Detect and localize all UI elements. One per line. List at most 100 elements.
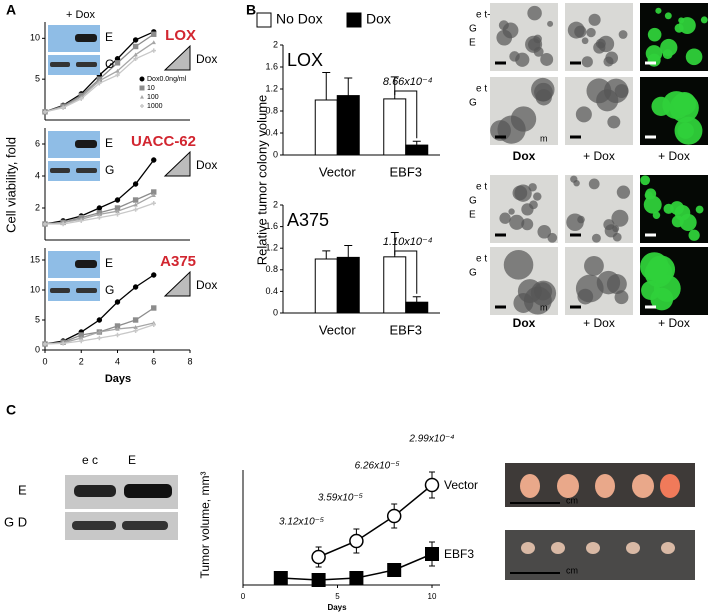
panel-label: C [6,402,16,418]
blot-label: E [128,453,136,467]
colony [672,92,697,116]
colony [499,212,511,224]
error-bar [412,296,421,303]
error-bar [412,140,421,146]
tumor [660,474,680,498]
colony [521,218,534,231]
chart-title: A375 [287,210,329,230]
data-point [79,96,84,101]
dose-triangle [163,44,191,71]
colony [547,20,554,27]
bar [314,258,338,314]
colony [540,53,554,66]
x-tick-label: 0 [42,356,47,366]
data-point [60,221,66,227]
y-axis-label: Cell viability, fold [3,137,18,233]
bar [405,301,429,314]
bar [336,256,360,314]
dose-label: Dox [196,52,217,66]
scale-label: cm [566,565,578,575]
y-tick-label: 6 [35,138,40,148]
x-tick-label: EBF3 [389,322,422,337]
colony [662,49,673,60]
bar [383,256,407,314]
data-point [114,60,121,66]
y-tick-label: 5 [35,314,40,324]
p-value: 8.66x10⁻⁴ [383,76,433,88]
blot-band [74,485,116,497]
panel-label: A [6,2,16,18]
significance-bracket [394,250,418,294]
data-point [114,299,121,305]
data-point [42,109,48,115]
data-point [132,181,139,187]
y-tick-label: 2 [273,39,278,49]
bar [383,98,407,156]
x-tick-label: 8 [187,356,192,366]
colony [663,203,674,214]
colony [606,274,627,295]
colony [603,219,615,231]
legend-marker [140,104,144,108]
y-tick-label: 1.6 [265,61,278,71]
blot-label: E [105,256,113,270]
blot-label: G [105,163,114,177]
colony [591,233,601,243]
x-tick-label: Vector [319,164,357,179]
data-point [349,533,364,549]
colony [647,53,661,67]
data-point [133,202,138,207]
blot-label: G [105,283,114,297]
legend-label: 100 [147,94,159,101]
data-point [115,68,120,73]
data-point [425,547,439,561]
colony [575,274,604,303]
data-point [132,317,139,323]
cell-line-title: LOX [165,27,196,44]
column-label: + Dox [658,149,690,163]
column-label: + Dox [658,316,690,330]
row-label: e t [476,182,487,193]
column-label: + Dox [583,149,615,163]
y-tick-label: 0 [35,344,40,354]
y-tick-label: 2 [273,199,278,209]
blot [48,55,100,75]
data-point [115,72,120,78]
colony [577,215,585,224]
data-point [97,215,102,220]
data-point [151,272,157,278]
y-axis-label: Tumor volume, mm³ [198,472,212,579]
y-tick-label: 10 [30,33,40,43]
data-point [60,341,66,346]
colony [570,175,578,183]
blot-band [75,140,97,148]
data-point [151,48,156,53]
tumor [586,542,600,554]
x-tick-label: 4 [115,356,120,366]
data-point [115,332,120,338]
bar [405,144,429,156]
row-label: e t- [476,10,490,21]
y-tick-label: 0.4 [265,127,278,137]
p-value: 3.12x10⁻⁵ [279,517,324,528]
tumor-photo [505,530,695,580]
colony [509,214,525,230]
dose-triangle [163,150,191,177]
blot-band [72,521,116,530]
blot-label: e c [82,453,98,467]
colony [503,250,534,280]
legend-swatch [346,12,362,28]
bar [336,95,360,156]
legend-marker [140,95,144,99]
legend-label: 10 [147,85,155,92]
colony [581,37,589,45]
p-value: 6.26x10⁻⁵ [355,461,400,472]
y-tick-label: 10 [30,284,40,294]
colony [603,56,614,67]
blot-band [76,62,97,67]
error-bar [344,245,353,258]
y-tick-label: 2 [35,202,40,212]
blot [48,281,100,301]
data-point [132,197,139,203]
blot-band [75,34,97,42]
